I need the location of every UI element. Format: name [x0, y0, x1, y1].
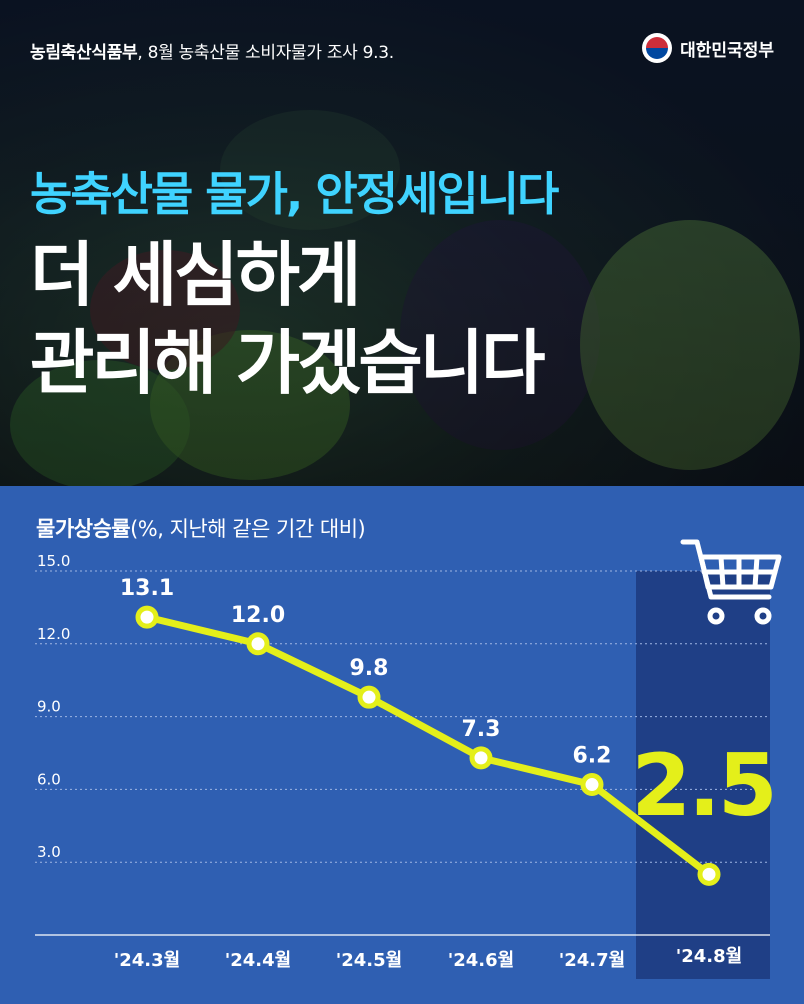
- chart-title-main: 물가상승률: [36, 517, 131, 541]
- data-label: 7.3: [462, 717, 501, 742]
- y-tick-label: 12.0: [37, 625, 70, 643]
- series-line: [143, 613, 713, 878]
- y-tick-label: 3.0: [37, 843, 61, 861]
- data-point: [469, 746, 493, 770]
- data-point: [697, 862, 721, 886]
- data-point: [246, 632, 270, 656]
- data-point: [135, 605, 159, 629]
- data-label: 13.1: [120, 576, 174, 601]
- x-tick-label: '24.6월: [448, 950, 514, 971]
- highlight-value: 2.5: [631, 736, 774, 836]
- data-point: [357, 685, 381, 709]
- shopping-cart-icon: [680, 539, 782, 625]
- government-label: 대한민국정부: [680, 40, 774, 61]
- data-point: [580, 773, 604, 797]
- x-tick-label: '24.4월: [225, 950, 291, 971]
- chart-title: 물가상승률(%, 지난해 같은 기간 대비): [36, 513, 366, 543]
- headline-accent: 농축산물 물가, 안정세입니다: [30, 167, 559, 221]
- x-tick-label: '24.8월: [676, 946, 742, 967]
- government-emblem-icon: [642, 33, 673, 63]
- survey-note: , 8월 농축산물 소비자물가 조사 9.3.: [137, 43, 394, 63]
- data-label: 12.0: [231, 603, 285, 628]
- data-label: 9.8: [350, 656, 389, 681]
- hero-background: [0, 0, 804, 486]
- headline-line-2: 더 세심하게: [30, 234, 361, 316]
- x-tick-label: '24.7월: [559, 950, 625, 971]
- y-tick-label: 6.0: [37, 770, 61, 788]
- headline-line-3: 관리해 가겠습니다: [30, 322, 546, 404]
- data-label: 6.2: [573, 744, 612, 769]
- highlight-column: [636, 571, 770, 979]
- x-tick-label: '24.3월: [114, 950, 180, 971]
- government-logo: 대한민국정부: [642, 33, 774, 63]
- source-note: 농림축산식품부, 8월 농축산물 소비자물가 조사 9.3.: [30, 38, 394, 63]
- y-tick-label: 9.0: [37, 698, 61, 716]
- chart-subtitle: (%, 지난해 같은 기간 대비): [130, 517, 366, 541]
- x-tick-label: '24.5월: [336, 950, 402, 971]
- y-tick-label: 15.0: [37, 552, 70, 570]
- ministry-name: 농림축산식품부: [30, 43, 138, 63]
